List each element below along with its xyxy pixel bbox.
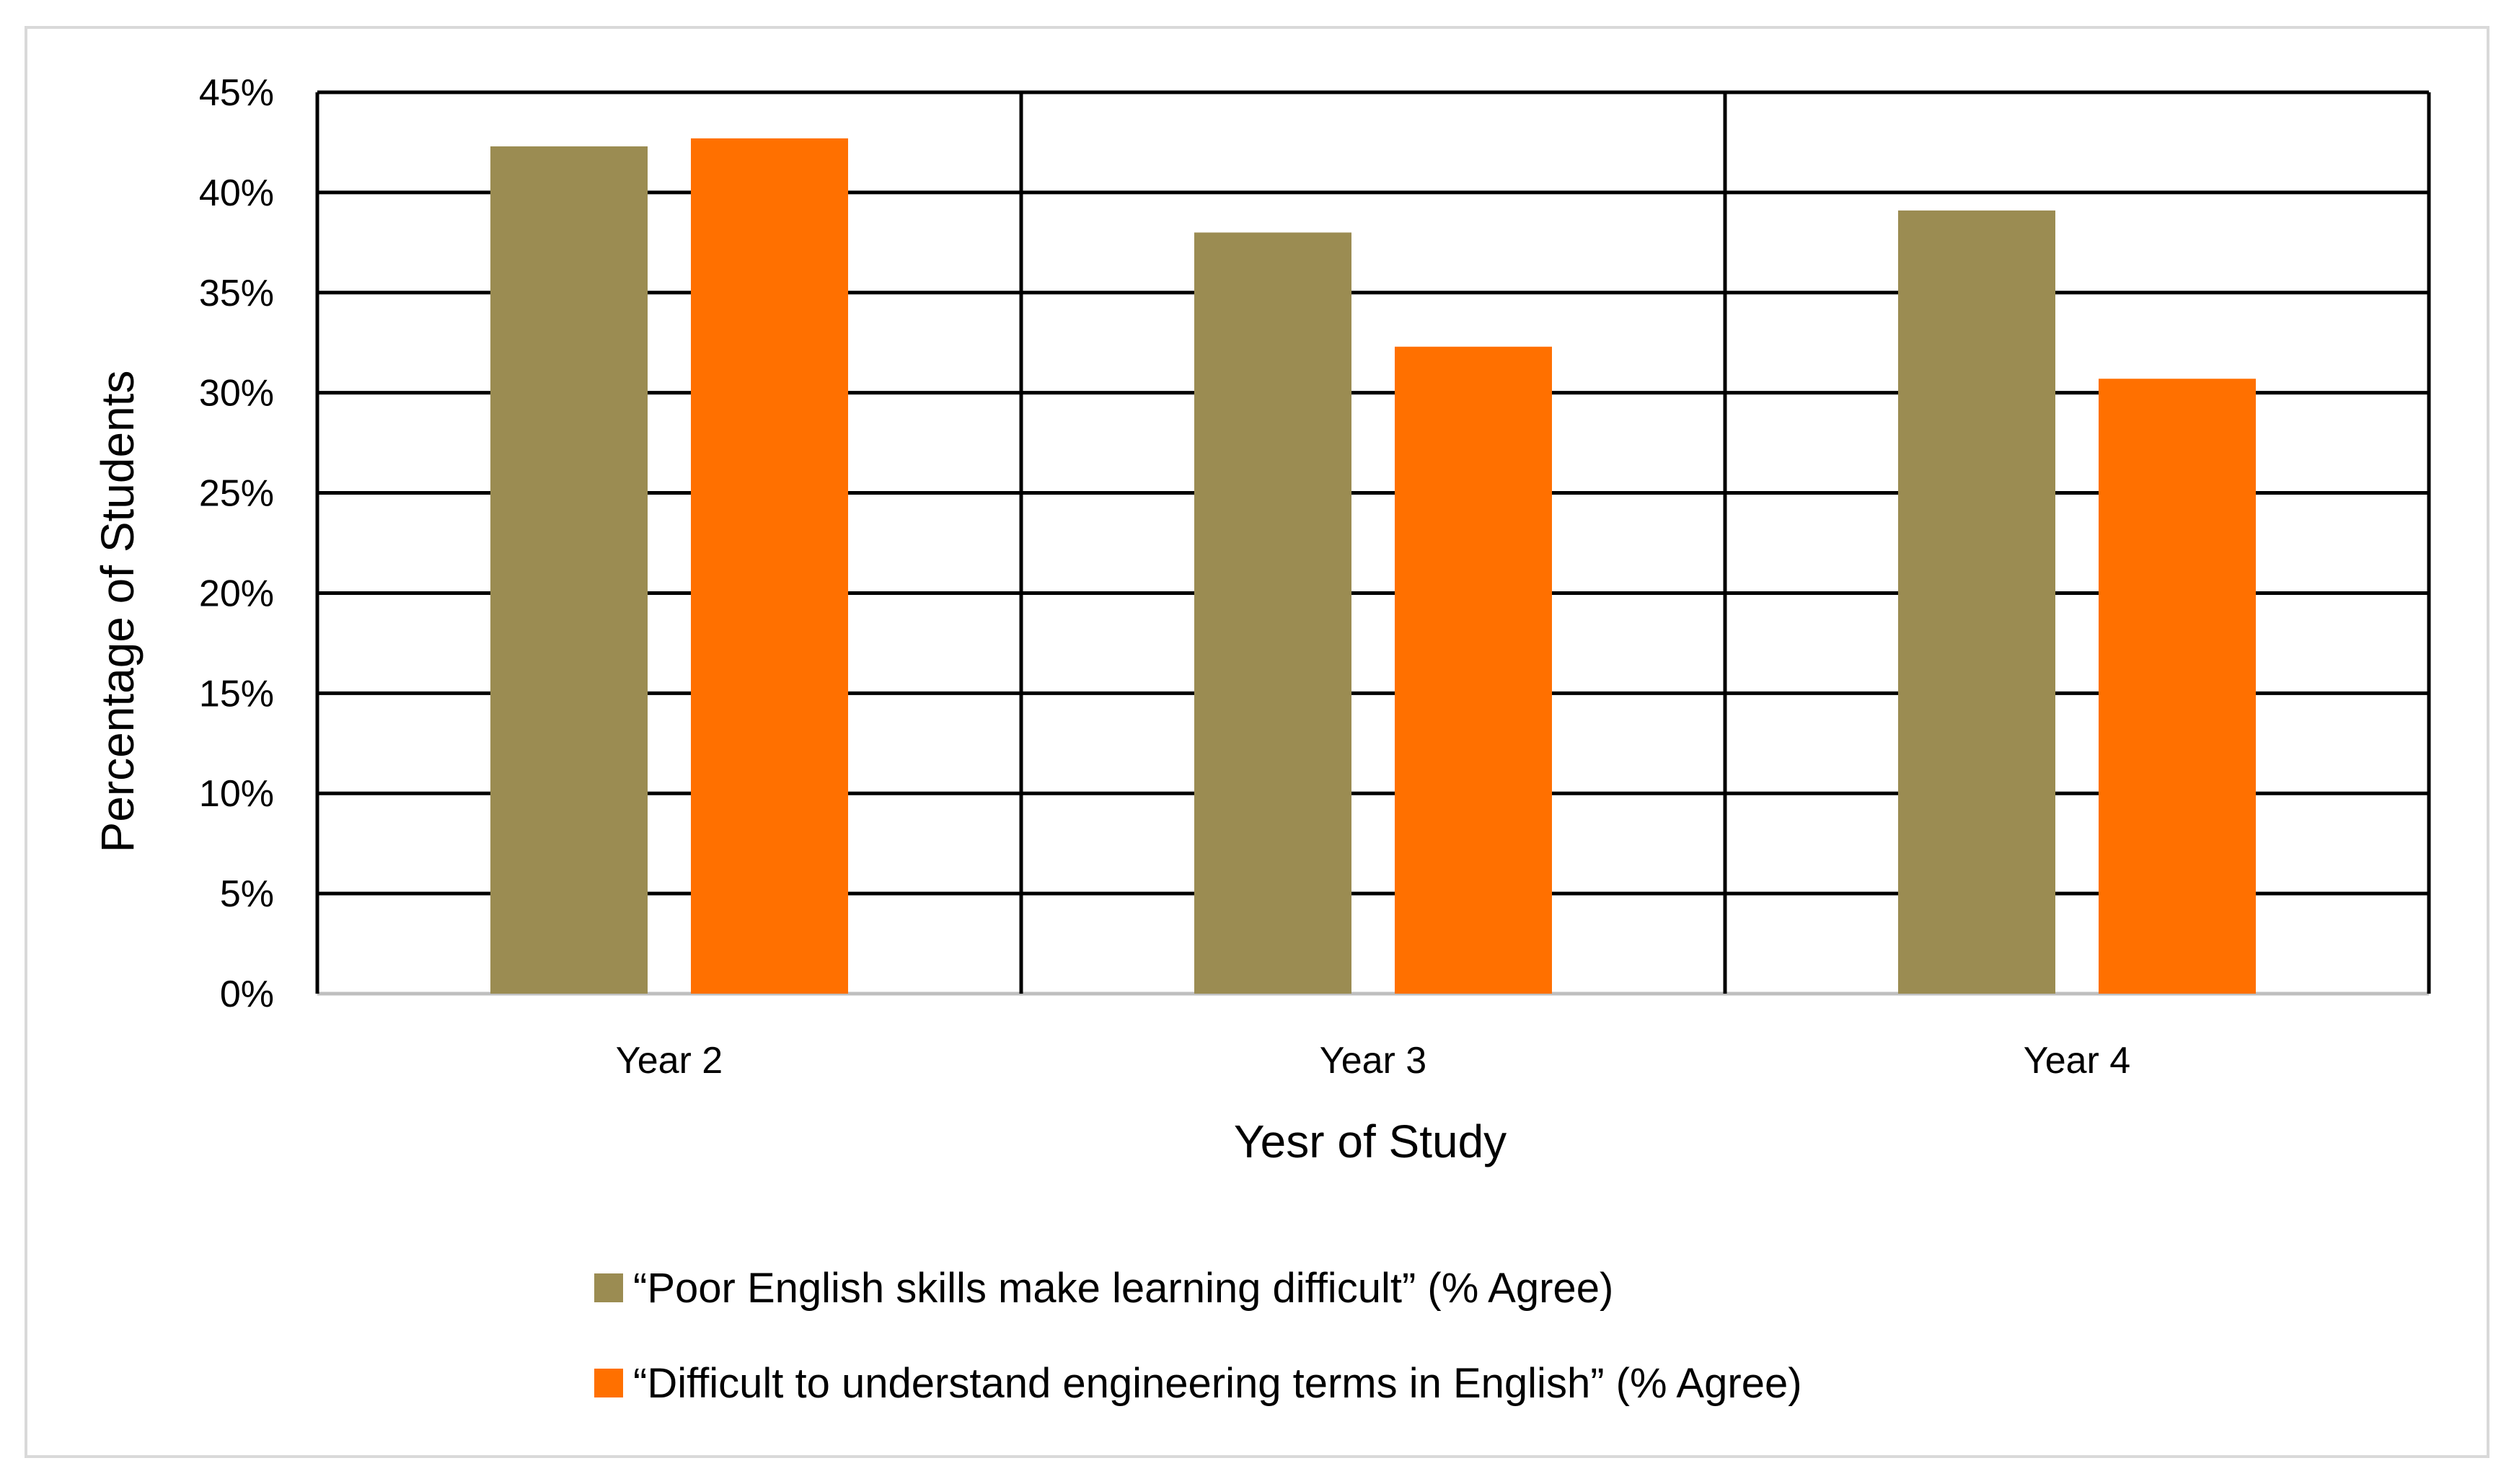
y-tick-label: 45% [199, 72, 274, 114]
legend-label-engineering-terms: “Difficult to understand engineering ter… [633, 1360, 1802, 1407]
bar-year-4-series-1 [1898, 210, 2055, 994]
legend: “Poor English skills make learning diffi… [594, 1265, 1802, 1407]
bar-year-4-series-2 [2099, 379, 2256, 994]
x-tick-label: Year 4 [2024, 1040, 2130, 1082]
y-axis-ticks: 0% 5% 10% 15% 20% 25% 30% 35% 40% 45% [199, 72, 274, 1015]
x-tick-label: Year 2 [616, 1040, 723, 1082]
y-tick-label: 15% [199, 673, 274, 715]
y-tick-label: 35% [199, 273, 274, 314]
y-axis-title: Percentage of Students [92, 371, 144, 853]
y-tick-label: 30% [199, 373, 274, 415]
y-tick-label: 40% [199, 172, 274, 214]
legend-swatch-poor-english [594, 1273, 623, 1302]
legend-swatch-engineering-terms [594, 1369, 623, 1397]
x-axis-title: Yesr of Study [1234, 1116, 1507, 1167]
y-tick-label: 0% [220, 973, 274, 1015]
y-tick-label: 20% [199, 573, 274, 614]
gridlines [315, 90, 2431, 996]
bar-year-3-series-1 [1194, 232, 1351, 994]
bar-year-2-series-1 [490, 146, 648, 994]
x-axis-ticks: Year 2 Year 3 Year 4 [616, 1040, 2130, 1082]
bars [490, 138, 2256, 994]
bar-year-2-series-2 [691, 138, 848, 994]
y-tick-label: 5% [220, 873, 274, 915]
legend-label-poor-english: “Poor English skills make learning diffi… [633, 1265, 1613, 1312]
bar-year-3-series-2 [1395, 346, 1552, 994]
x-tick-label: Year 3 [1320, 1040, 1426, 1082]
y-tick-label: 25% [199, 473, 274, 515]
y-tick-label: 10% [199, 773, 274, 815]
